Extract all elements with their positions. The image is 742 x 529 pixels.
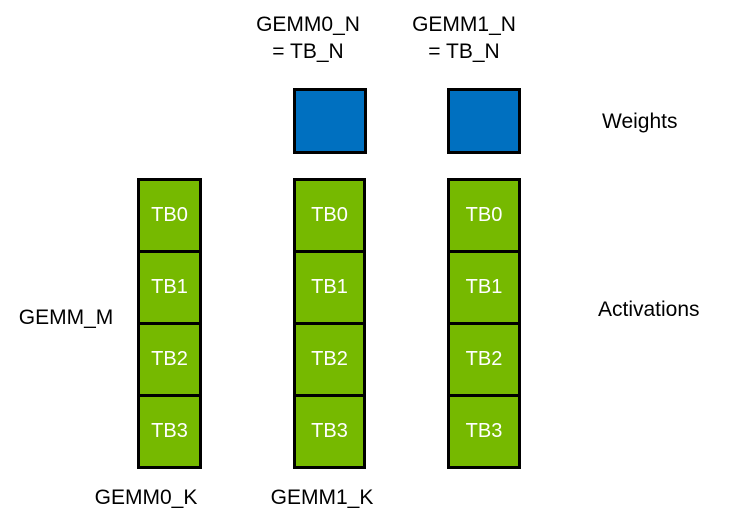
weights-label: Weights xyxy=(602,110,678,133)
tb-cell: TB1 xyxy=(140,253,199,322)
activations-label: Activations xyxy=(598,298,700,321)
gemm1-k-label: GEMM1_K xyxy=(270,486,374,509)
tb-cell: TB0 xyxy=(450,181,518,250)
tb-cell: TB3 xyxy=(140,397,199,466)
gemm1-n-header: GEMM1_N = TB_N xyxy=(379,11,549,65)
tb-cell: TB2 xyxy=(450,325,518,394)
gemm-m-label: GEMM_M xyxy=(18,306,114,329)
tb-cell: TB2 xyxy=(140,325,199,394)
tb-cell: TB1 xyxy=(450,253,518,322)
tb-cell: TB3 xyxy=(450,397,518,466)
activations-column-0: TB0 TB1 TB2 TB3 xyxy=(137,178,202,469)
tb-cell: TB3 xyxy=(296,397,363,466)
activations-column-1: TB0 TB1 TB2 TB3 xyxy=(293,178,366,469)
gemm0-k-label: GEMM0_K xyxy=(94,486,198,509)
gemm0-n-header-line2: = TB_N xyxy=(272,40,344,63)
activations-column-2: TB0 TB1 TB2 TB3 xyxy=(447,178,521,469)
gemm1-n-header-line1: GEMM1_N xyxy=(412,13,516,36)
tb-cell: TB0 xyxy=(296,181,363,250)
gemm1-n-header-line2: = TB_N xyxy=(428,40,500,63)
gemm0-n-header: GEMM0_N = TB_N xyxy=(223,11,393,65)
tb-cell: TB1 xyxy=(296,253,363,322)
weights-box-gemm1 xyxy=(447,88,521,154)
gemm0-n-header-line1: GEMM0_N xyxy=(256,13,360,36)
tb-cell: TB0 xyxy=(140,181,199,250)
weights-box-gemm0 xyxy=(293,88,367,154)
tb-cell: TB2 xyxy=(296,325,363,394)
